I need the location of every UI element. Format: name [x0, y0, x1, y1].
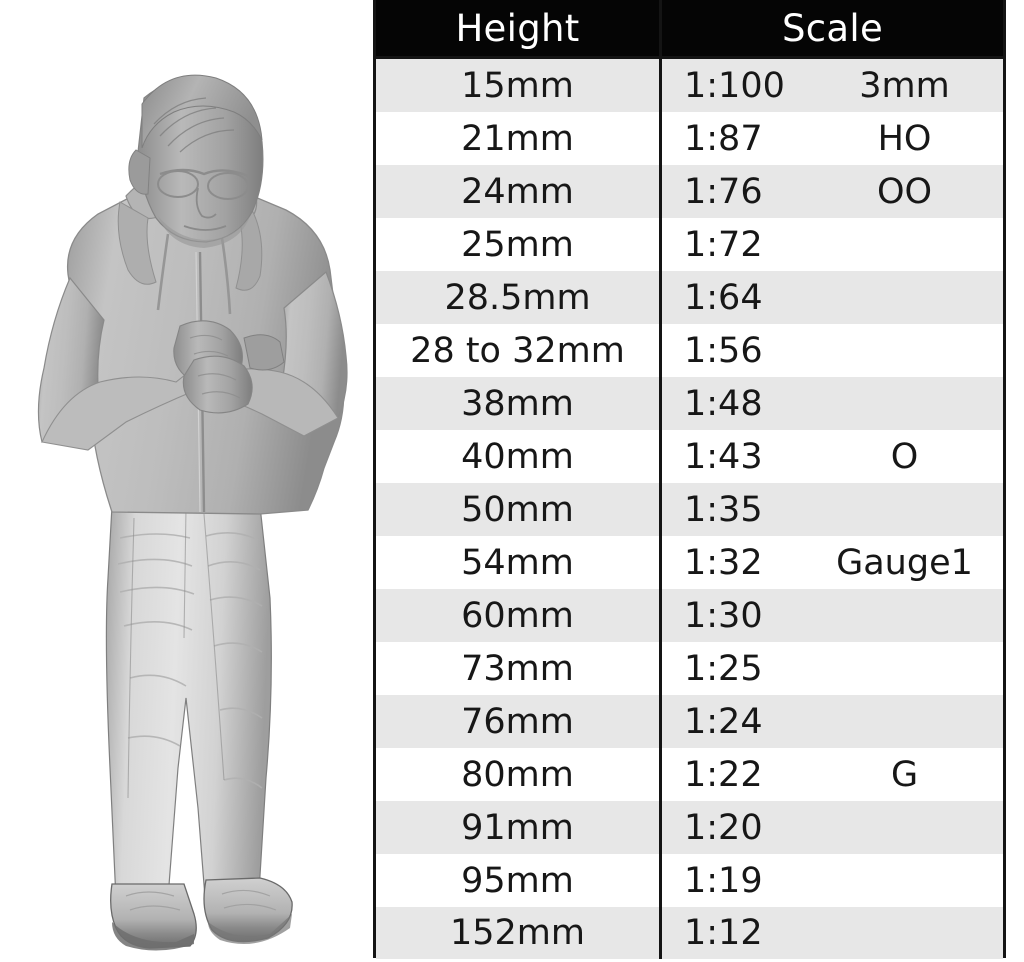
- table-header-row: Height Scale: [376, 0, 1003, 56]
- cell-scale: 1:22 G: [662, 748, 1003, 801]
- table-row: 80mm 1:22 G: [376, 748, 1003, 801]
- table-row: 91mm 1:20: [376, 801, 1003, 854]
- cell-scale: 1:43 O: [662, 430, 1003, 483]
- figurine-panel: [0, 0, 372, 962]
- cell-scale: 1:20: [662, 801, 1003, 854]
- cell-height: 28.5mm: [376, 271, 662, 324]
- scale-ratio: 1:22: [684, 754, 763, 795]
- cell-height: 95mm: [376, 854, 662, 907]
- cell-height: 91mm: [376, 801, 662, 854]
- gauge-label: OO: [876, 171, 933, 212]
- scale-ratio: 1:12: [684, 913, 763, 953]
- column-header-height: Height: [376, 0, 662, 56]
- cell-height: 24mm: [376, 165, 662, 218]
- table-row: 28.5mm 1:64: [376, 271, 1003, 324]
- cell-height: 76mm: [376, 695, 662, 748]
- cell-scale: 1:72: [662, 218, 1003, 271]
- gauge-label: G: [890, 754, 919, 795]
- scale-ratio: 1:35: [684, 489, 763, 530]
- scale-ratio: 1:48: [684, 383, 763, 424]
- cell-scale: 1:56: [662, 324, 1003, 377]
- scale-ratio: 1:30: [684, 595, 763, 636]
- cell-scale: 1:100 3mm: [662, 59, 1003, 112]
- table-row: 24mm 1:76 OO: [376, 165, 1003, 218]
- cell-height: 38mm: [376, 377, 662, 430]
- gauge-label: O: [890, 436, 919, 477]
- cell-height: 21mm: [376, 112, 662, 165]
- cell-scale: 1:24: [662, 695, 1003, 748]
- cell-height: 40mm: [376, 430, 662, 483]
- cell-height: 15mm: [376, 59, 662, 112]
- cell-height: 80mm: [376, 748, 662, 801]
- cell-scale: 1:32 Gauge1: [662, 536, 1003, 589]
- cell-scale: 1:35: [662, 483, 1003, 536]
- cell-scale: 1:48: [662, 377, 1003, 430]
- column-header-scale: Scale: [781, 6, 884, 50]
- scale-ratio: 1:56: [684, 330, 763, 371]
- table-row: 38mm 1:48: [376, 377, 1003, 430]
- table-row: 25mm 1:72: [376, 218, 1003, 271]
- table-row: 21mm 1:87 HO: [376, 112, 1003, 165]
- scale-ratio: 1:24: [684, 701, 763, 742]
- scale-ratio: 1:43: [684, 436, 763, 477]
- cell-height: 60mm: [376, 589, 662, 642]
- table-row: 15mm 1:100 3mm: [376, 59, 1003, 112]
- scale-ratio: 1:87: [684, 118, 763, 159]
- figurine-image: [37, 74, 348, 951]
- cell-height: 50mm: [376, 483, 662, 536]
- cell-scale: 1:12: [662, 907, 1003, 959]
- table-row: 152mm 1:12: [376, 907, 1003, 959]
- cell-scale: 1:19: [662, 854, 1003, 907]
- gauge-label: HO: [877, 118, 932, 159]
- table-row: 40mm 1:43 O: [376, 430, 1003, 483]
- cell-height: 54mm: [376, 536, 662, 589]
- table-row: 73mm 1:25: [376, 642, 1003, 695]
- scale-ratio: 1:76: [684, 171, 763, 212]
- scale-ratio: 1:64: [684, 277, 763, 318]
- table-row: 76mm 1:24: [376, 695, 1003, 748]
- table-row: 95mm 1:19: [376, 854, 1003, 907]
- cell-height: 152mm: [376, 907, 662, 959]
- table-row: 28 to 32mm 1:56: [376, 324, 1003, 377]
- scale-ratio: 1:32: [684, 542, 763, 583]
- scale-ratio: 1:20: [684, 807, 763, 848]
- cell-scale: 1:30: [662, 589, 1003, 642]
- cell-height: 73mm: [376, 642, 662, 695]
- cell-scale: 1:25: [662, 642, 1003, 695]
- scale-ratio: 1:25: [684, 648, 763, 689]
- cell-height: 25mm: [376, 218, 662, 271]
- cell-scale: 1:87 HO: [662, 112, 1003, 165]
- table-row: 60mm 1:30: [376, 589, 1003, 642]
- scale-ratio: 1:72: [684, 224, 763, 265]
- cell-height: 28 to 32mm: [376, 324, 662, 377]
- table-body: 15mm 1:100 3mm 21mm 1:87 HO 24mm 1:76 OO 25mm 1:72…: [376, 56, 1003, 959]
- gauge-label: Gauge1: [836, 542, 973, 583]
- table-row: 54mm 1:32 Gauge1: [376, 536, 1003, 589]
- gauge-label: 3mm: [859, 65, 950, 106]
- scale-reference-table: Height Scale 15mm 1:100 3mm 21mm 1:87 HO 24mm 1…: [373, 0, 1006, 959]
- scale-ratio: 1:19: [684, 860, 763, 901]
- scale-ratio: 1:100: [684, 65, 785, 106]
- cell-scale: 1:76 OO: [662, 165, 1003, 218]
- cell-scale: 1:64: [662, 271, 1003, 324]
- table-row: 50mm 1:35: [376, 483, 1003, 536]
